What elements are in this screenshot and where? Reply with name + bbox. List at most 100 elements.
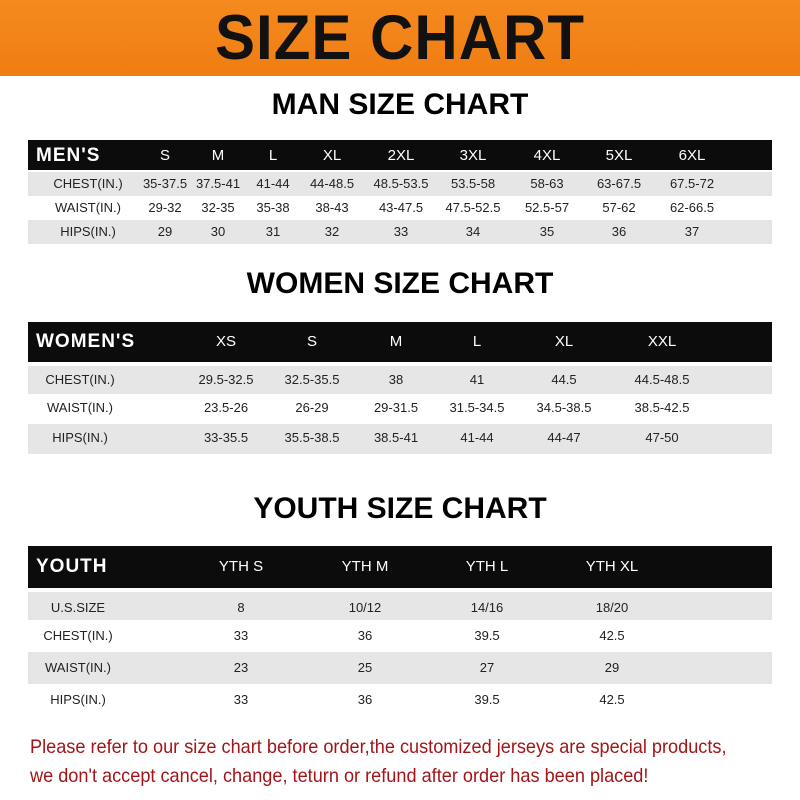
measurement-value: 53.5-58: [450, 176, 496, 191]
table-row: CHEST(IN.) 33 36 39.5 42.5: [28, 620, 772, 652]
table-row: HIPS(IN.) 33-35.5 35.5-38.5 38.5-41 41-44 44-…: [28, 424, 772, 454]
table-category-label: YOUTH: [36, 556, 108, 577]
measurement-value: 35-38: [256, 200, 290, 215]
measurement-value: 33: [393, 224, 409, 239]
measurement-value: 26-29: [295, 400, 329, 415]
measurement-value: 23: [233, 660, 249, 675]
measurement-label: CHEST(IN.): [53, 176, 123, 191]
size-column-header: S: [159, 147, 171, 164]
size-column-header: 3XL: [459, 147, 487, 164]
measurement-value: 31: [265, 224, 281, 239]
measurement-value: 38-43: [315, 200, 349, 215]
size-column-header: YTH L: [465, 558, 509, 575]
measurement-value: 47-50: [645, 430, 679, 445]
table-row: HIPS(IN.) 33 36 39.5 42.5: [28, 684, 772, 716]
size-column-header: YTH S: [218, 558, 264, 575]
measurement-value: 41-44: [460, 430, 494, 445]
measurement-value: 44.5: [551, 372, 577, 387]
measurement-value: 67.5-72: [669, 176, 715, 191]
measurement-value: 42.5: [599, 628, 625, 643]
title-banner: SIZE CHART: [0, 0, 800, 76]
measurement-label: HIPS(IN.): [60, 224, 116, 239]
men-section-title: MAN SIZE CHART: [271, 88, 529, 121]
measurement-value: 36: [357, 628, 373, 643]
measurement-label: U.S.SIZE: [50, 600, 106, 615]
notice-line-1: Please refer to our size chart before or…: [30, 736, 727, 758]
measurement-value: 29-32: [148, 200, 182, 215]
table-header-row: WOMEN'S XS S M L XL XXL: [28, 322, 772, 362]
measurement-label: CHEST(IN.): [43, 628, 113, 643]
measurement-value: 32-35: [201, 200, 235, 215]
size-column-header: M: [389, 333, 403, 350]
measurement-value: 35: [539, 224, 555, 239]
measurement-value: 48.5-53.5: [373, 176, 429, 191]
table-row: WAIST(IN.) 23 25 27 29: [28, 652, 772, 684]
measurement-value: 37: [684, 224, 700, 239]
table-row: WAIST(IN.) 29-32 32-35 35-38 38-43 43-47.5 47.…: [28, 196, 772, 220]
table-header-row: MEN'S S M L XL 2XL 3XL 4XL 5XL 6XL: [28, 140, 772, 170]
size-column-header: M: [211, 147, 225, 164]
size-column-header: 4XL: [533, 147, 561, 164]
table-category-label: MEN'S: [36, 145, 101, 166]
women-section-title: WOMEN SIZE CHART: [246, 267, 554, 300]
measurement-value: 44-48.5: [309, 176, 355, 191]
table-row: CHEST(IN.) 29.5-32.5 32.5-35.5 38 41 44.5 44.5…: [28, 366, 772, 394]
order-notice: Please refer to our size chart before or…: [30, 733, 737, 791]
page-title: SIZE CHART: [215, 2, 585, 73]
size-column-header: XL: [554, 333, 574, 350]
notice-line-2: we don't accept cancel, change, teturn o…: [30, 765, 649, 787]
measurement-label: HIPS(IN.): [52, 430, 108, 445]
measurement-value: 42.5: [599, 692, 625, 707]
measurement-label: CHEST(IN.): [45, 372, 115, 387]
measurement-label: WAIST(IN.): [55, 200, 121, 215]
measurement-value: 8: [237, 600, 245, 615]
table-row: CHEST(IN.) 35-37.5 37.5-41 41-44 44-48.5 48.5…: [28, 172, 772, 196]
measurement-value: 63-67.5: [596, 176, 642, 191]
size-column-header: 6XL: [678, 147, 706, 164]
measurement-value: 34.5-38.5: [536, 400, 592, 415]
measurement-value: 33: [233, 628, 249, 643]
measurement-value: 41: [469, 372, 485, 387]
measurement-value: 38.5-41: [373, 430, 419, 445]
youth-section-title: YOUTH SIZE CHART: [253, 492, 547, 525]
measurement-value: 37.5-41: [195, 176, 241, 191]
table-header-row: YOUTH YTH S YTH M YTH L YTH XL: [28, 546, 772, 588]
measurement-value: 44.5-48.5: [634, 372, 690, 387]
measurement-value: 44-47: [547, 430, 581, 445]
measurement-value: 41-44: [256, 176, 290, 191]
measurement-value: 23.5-26: [203, 400, 249, 415]
measurement-value: 29: [604, 660, 620, 675]
size-column-header: 5XL: [605, 147, 633, 164]
table-row: WAIST(IN.) 23.5-26 26-29 29-31.5 31.5-34.5 34…: [28, 394, 772, 424]
measurement-value: 39.5: [474, 692, 500, 707]
table-category-label: WOMEN'S: [36, 331, 136, 352]
measurement-value: 38.5-42.5: [634, 400, 690, 415]
size-column-header: L: [472, 333, 482, 350]
measurement-value: 43-47.5: [378, 200, 424, 215]
measurement-value: 27: [479, 660, 495, 675]
measurement-value: 35-37.5: [142, 176, 188, 191]
measurement-value: 52.5-57: [524, 200, 570, 215]
measurement-value: 36: [357, 692, 373, 707]
measurement-value: 57-62: [602, 200, 636, 215]
measurement-label: WAIST(IN.): [45, 660, 111, 675]
size-column-header: S: [306, 333, 318, 350]
table-row: HIPS(IN.) 29 30 31 32 33 34 35 36 37: [28, 220, 772, 244]
measurement-value: 33-35.5: [203, 430, 249, 445]
size-column-header: 2XL: [387, 147, 415, 164]
measurement-value: 34: [465, 224, 481, 239]
measurement-value: 32: [324, 224, 340, 239]
measurement-value: 29: [157, 224, 173, 239]
table-row: U.S.SIZE 8 10/12 14/16 18/20: [28, 592, 772, 620]
size-column-header: L: [268, 147, 278, 164]
measurement-value: 25: [357, 660, 373, 675]
size-column-header: YTH M: [341, 558, 389, 575]
measurement-value: 36: [611, 224, 627, 239]
size-column-header: XL: [322, 147, 342, 164]
measurement-value: 10/12: [348, 600, 382, 615]
size-column-header: YTH XL: [585, 558, 639, 575]
measurement-value: 47.5-52.5: [445, 200, 501, 215]
measurement-value: 29-31.5: [373, 400, 419, 415]
measurement-value: 30: [210, 224, 226, 239]
measurement-value: 33: [233, 692, 249, 707]
